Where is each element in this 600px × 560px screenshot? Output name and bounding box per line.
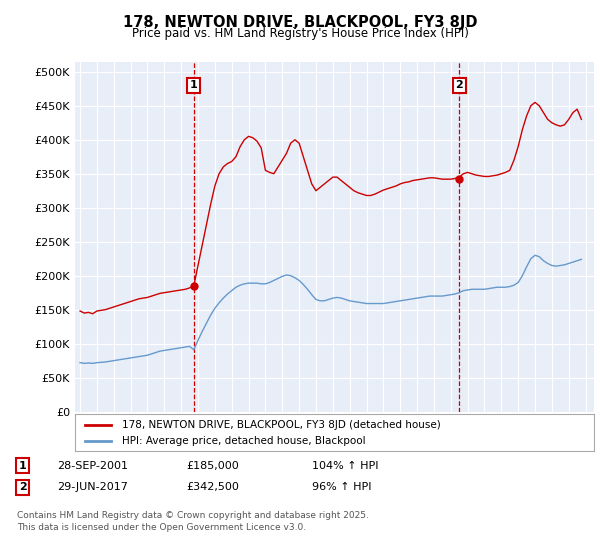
Text: Price paid vs. HM Land Registry's House Price Index (HPI): Price paid vs. HM Land Registry's House … [131, 27, 469, 40]
Text: 178, NEWTON DRIVE, BLACKPOOL, FY3 8JD (detached house): 178, NEWTON DRIVE, BLACKPOOL, FY3 8JD (d… [122, 419, 440, 430]
Text: £185,000: £185,000 [186, 461, 239, 471]
Text: 1: 1 [190, 81, 197, 90]
Text: Contains HM Land Registry data © Crown copyright and database right 2025.
This d: Contains HM Land Registry data © Crown c… [17, 511, 368, 532]
Text: 178, NEWTON DRIVE, BLACKPOOL, FY3 8JD: 178, NEWTON DRIVE, BLACKPOOL, FY3 8JD [123, 15, 477, 30]
Text: 29-JUN-2017: 29-JUN-2017 [57, 482, 128, 492]
Text: 28-SEP-2001: 28-SEP-2001 [57, 461, 128, 471]
Text: 2: 2 [455, 81, 463, 90]
Text: 104% ↑ HPI: 104% ↑ HPI [312, 461, 379, 471]
Text: 2: 2 [19, 482, 26, 492]
Text: 1: 1 [19, 461, 26, 471]
Text: £342,500: £342,500 [186, 482, 239, 492]
Text: HPI: Average price, detached house, Blackpool: HPI: Average price, detached house, Blac… [122, 436, 365, 446]
Text: 96% ↑ HPI: 96% ↑ HPI [312, 482, 371, 492]
